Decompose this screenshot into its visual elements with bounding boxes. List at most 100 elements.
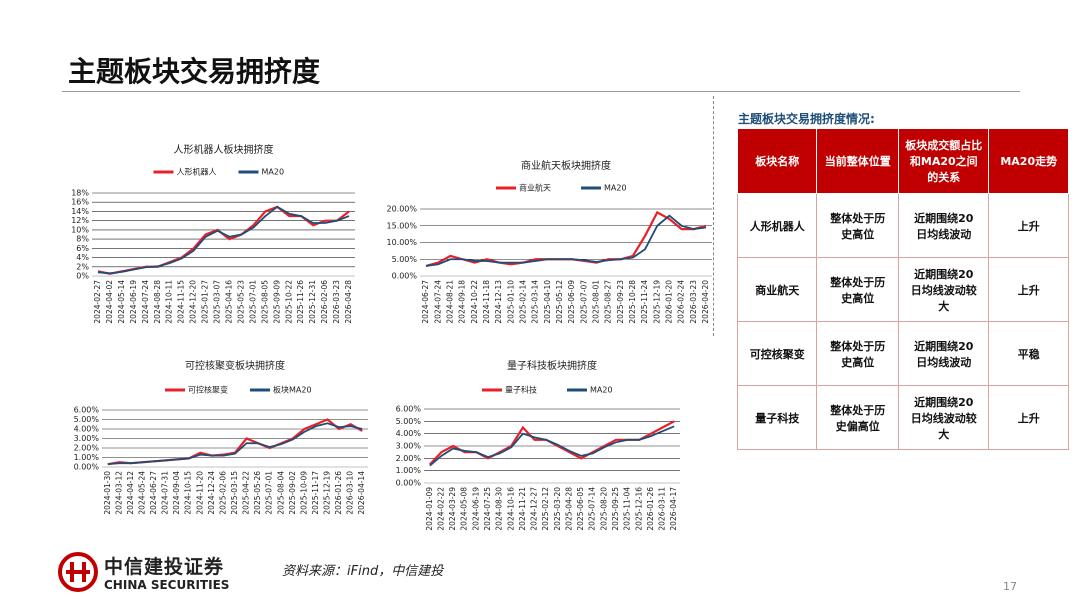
x-tick-label: 2026-04-28 (344, 280, 353, 324)
x-tick-label: 2024-10-22 (470, 280, 479, 324)
y-tick-label: 6% (76, 244, 89, 253)
x-tick-label: 2025-12-31 (308, 280, 317, 324)
legend-label: 商业航天 (519, 183, 551, 193)
x-tick-label: 2025-02-12 (541, 487, 550, 531)
x-tick-label: 2024-06-19 (471, 487, 480, 531)
x-tick-label: 2026-03-23 (332, 280, 341, 324)
table-cell: 近期围绕20日均线波动 (898, 321, 990, 386)
x-tick-label: 2025-01-10 (506, 280, 515, 324)
x-tick-label: 2026-04-20 (701, 280, 710, 324)
x-tick-label: 2025-03-14 (531, 280, 540, 324)
x-tick-label: 2024-03-29 (448, 487, 457, 531)
x-tick-label: 2024-07-24 (433, 280, 442, 324)
y-tick-label: 2.00% (396, 454, 422, 463)
x-tick-label: 2025-12-19 (652, 280, 661, 324)
x-tick-label: 2025-07-14 (588, 487, 597, 531)
logo-mark (58, 552, 98, 592)
y-tick-label: 0.00% (392, 272, 418, 281)
x-tick-label: 2025-11-17 (311, 471, 320, 515)
x-tick-label: 2025-02-14 (518, 280, 527, 324)
y-tick-label: 5.00% (74, 415, 100, 424)
series-line (107, 422, 363, 466)
x-tick-label: 2026-04-17 (669, 487, 678, 531)
x-tick-label: 2024-02-27 (93, 280, 102, 324)
table-cell: 可控核聚变 (736, 321, 818, 386)
legend-label: 可控核聚变 (188, 385, 228, 395)
x-tick-label: 2024-06-27 (421, 280, 430, 324)
x-tick-label: 2024-07-24 (141, 280, 150, 324)
y-tick-label: 1.00% (74, 453, 100, 462)
x-tick-label: 2025-03-07 (213, 280, 222, 324)
y-tick-label: 3.00% (396, 442, 422, 451)
x-tick-label: 2025-08-05 (260, 280, 269, 324)
x-tick-label: 2024-01-30 (103, 471, 112, 515)
x-tick-label: 2025-06-09 (567, 280, 576, 324)
x-tick-label: 2025-07-01 (248, 280, 257, 324)
legend-label: MA20 (604, 184, 627, 193)
x-tick-label: 2024-12-20 (189, 280, 198, 324)
x-tick-label: 2025-02-06 (218, 471, 227, 515)
y-tick-label: 2% (76, 262, 89, 271)
x-tick-label: 2024-11-20 (195, 471, 204, 515)
chart-title: 量子科技板块拥挤度 (507, 359, 597, 372)
series-line (425, 214, 707, 267)
y-tick-label: 0% (76, 272, 89, 281)
x-tick-label: 2026-02-06 (320, 280, 329, 324)
summary-table: 板块名称 当前整体位置 板块成交额占比和MA20之间的关系 MA20走势 人形机… (736, 128, 1069, 450)
x-tick-label: 2025-09-23 (616, 280, 625, 324)
table-cell: 商业航天 (736, 257, 818, 322)
table-header: 板块成交额占比和MA20之间的关系 (898, 128, 990, 194)
x-tick-label: 2025-03-15 (230, 471, 239, 515)
x-tick-label: 2025-04-28 (564, 487, 573, 531)
x-tick-label: 2024-07-25 (483, 487, 492, 531)
page-number: 17 (1003, 580, 1017, 593)
table-cell: 上升 (988, 385, 1069, 450)
y-tick-label: 0.00% (396, 479, 422, 488)
x-tick-label: 2024-12-27 (530, 487, 539, 531)
x-tick-label: 2025-12-19 (323, 471, 332, 515)
legend-label: 量子科技 (505, 385, 537, 395)
x-tick-label: 2024-06-27 (149, 471, 158, 515)
legend-label: MA20 (590, 386, 613, 395)
logo-cn: 中信建投证券 (104, 556, 225, 578)
x-tick-label: 2024-05-24 (137, 471, 146, 515)
legend-label: MA20 (262, 168, 285, 177)
x-tick-label: 2025-11-26 (296, 280, 305, 324)
x-tick-label: 2026-01-26 (334, 471, 343, 515)
x-tick-label: 2026-04-14 (357, 471, 366, 515)
x-tick-label: 2026-03-11 (658, 487, 667, 531)
series-line (97, 205, 350, 275)
title-rule (62, 91, 1020, 92)
x-tick-label: 2024-04-02 (105, 280, 114, 324)
x-tick-label: 2024-04-12 (126, 471, 135, 515)
x-tick-label: 2025-11-04 (623, 487, 632, 531)
x-tick-label: 2025-04-10 (543, 280, 552, 324)
table-cell: 整体处于历史高位 (816, 257, 900, 322)
x-tick-label: 2024-11-15 (177, 280, 186, 324)
table-row: 量子科技 整体处于历史偏高位 近期围绕20日均线波动较大 上升 (736, 385, 1069, 450)
table-cell: 上升 (988, 193, 1069, 258)
x-tick-label: 2025-08-20 (599, 487, 608, 531)
y-tick-label: 6.00% (396, 405, 422, 414)
x-tick-label: 2025-08-01 (591, 280, 600, 324)
x-tick-label: 2024-12-24 (207, 471, 216, 515)
y-tick-label: 15.00% (386, 221, 417, 230)
x-tick-label: 2024-05-08 (460, 487, 469, 531)
table-row: 可控核聚变 整体处于历史高位 近期围绕20日均线波动 平稳 (736, 321, 1069, 386)
x-tick-label: 2025-01-27 (201, 280, 210, 324)
x-tick-label: 2024-07-31 (161, 471, 170, 515)
x-tick-label: 2024-05-14 (117, 280, 126, 324)
x-tick-label: 2024-11-21 (518, 487, 527, 531)
table-cell: 整体处于历史高位 (816, 193, 900, 258)
x-tick-label: 2025-04-22 (242, 471, 251, 515)
x-tick-label: 2026-01-26 (646, 487, 655, 531)
chart-title: 人形机器人板块拥挤度 (174, 143, 274, 156)
legend-label: 板块MA20 (273, 385, 312, 395)
x-tick-label: 2025-09-02 (288, 471, 297, 515)
table-title: 主题板块交易拥挤度情况: (738, 112, 875, 126)
x-tick-label: 2024-03-12 (114, 471, 123, 515)
table-cell: 整体处于历史高位 (816, 321, 900, 386)
x-tick-label: 2025-08-27 (604, 280, 613, 324)
table-header: 当前整体位置 (816, 128, 900, 194)
table-cell: 人形机器人 (736, 193, 818, 258)
